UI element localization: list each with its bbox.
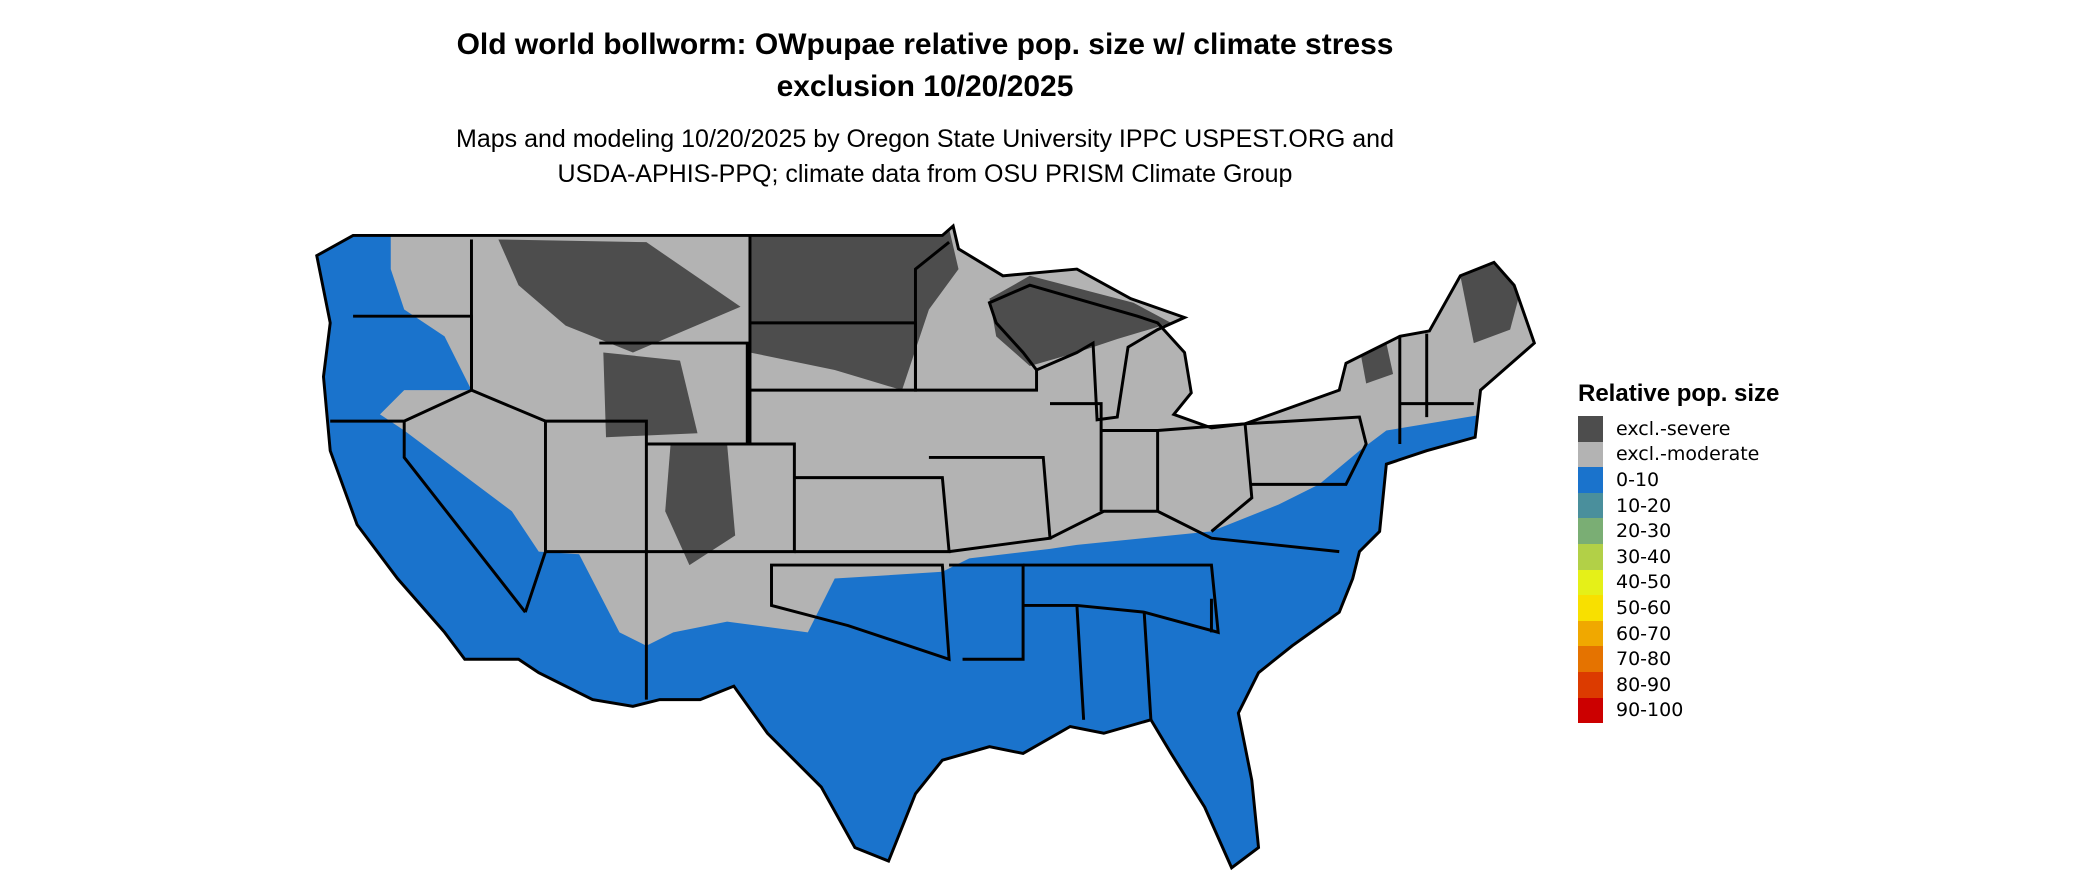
legend-swatch (1578, 543, 1603, 570)
legend-swatch (1578, 441, 1603, 468)
legend-label: 20-30 (1616, 520, 1672, 543)
subtitle-line-1: Maps and modeling 10/20/2025 by Oregon S… (456, 125, 1394, 153)
legend-item: 70-80 (1578, 646, 1779, 672)
legend-label: 10-20 (1616, 494, 1672, 517)
legend-items: excl.-severe excl.-moderate 0-10 10-20 20-30… (1578, 416, 1779, 724)
legend-label: 90-100 (1616, 699, 1684, 722)
region-excl-severe-colorado (665, 443, 736, 566)
legend-swatch (1578, 416, 1603, 442)
legend-swatch (1578, 595, 1603, 621)
legend-label: 40-50 (1616, 571, 1672, 594)
legend-label: 70-80 (1616, 648, 1672, 671)
legend-label: 0-10 (1616, 468, 1660, 491)
legend-swatch (1578, 492, 1603, 519)
legend-swatch (1578, 467, 1603, 493)
legend-item: 60-70 (1578, 620, 1779, 647)
legend-item: excl.-severe (1578, 416, 1779, 442)
legend-item: 90-100 (1578, 697, 1779, 724)
legend: Relative pop. size excl.-severe excl.-mod… (1578, 380, 1780, 724)
legend-item: 30-40 (1578, 543, 1779, 570)
legend-label: 60-70 (1616, 622, 1672, 645)
subtitle-line-2: USDA-APHIS-PPQ; climate data from OSU PR… (557, 160, 1293, 188)
legend-swatch (1578, 620, 1603, 647)
legend-swatch (1578, 646, 1603, 672)
legend-title: Relative pop. size (1578, 380, 1780, 407)
legend-label: 50-60 (1616, 596, 1672, 619)
legend-swatch (1578, 697, 1603, 724)
legend-item: 80-90 (1578, 671, 1779, 698)
legend-label: excl.-moderate (1616, 443, 1760, 466)
legend-item: excl.-moderate (1578, 441, 1779, 468)
region-excl-severe-great-lakes (989, 275, 1172, 366)
state-borders (315, 224, 1536, 870)
legend-item: 10-20 (1578, 492, 1779, 519)
region-excl-severe-maine (1460, 262, 1521, 344)
legend-item: 20-30 (1578, 518, 1779, 544)
legend-label: 80-90 (1616, 673, 1672, 696)
legend-label: 30-40 (1616, 545, 1672, 568)
region-excl-severe-montana (498, 239, 741, 353)
legend-item: 50-60 (1578, 595, 1779, 621)
map-title: Old world bollworm: OWpupae relative pop… (300, 24, 1550, 108)
legend-swatch (1578, 569, 1603, 596)
region-excl-severe-north-plains (749, 228, 959, 391)
legend-item: 0-10 (1578, 467, 1779, 493)
legend-swatch (1578, 671, 1603, 698)
legend-label: excl.-severe (1616, 417, 1731, 440)
legend-item: 40-50 (1578, 569, 1779, 596)
legend-swatch (1578, 518, 1603, 544)
title-line-2: exclusion 10/20/2025 (776, 70, 1074, 103)
map-subtitle: Maps and modeling 10/20/2025 by Oregon S… (300, 122, 1550, 192)
region-excl-severe-wyoming (603, 352, 698, 438)
title-line-1: Old world bollworm: OWpupae relative pop… (456, 28, 1394, 61)
